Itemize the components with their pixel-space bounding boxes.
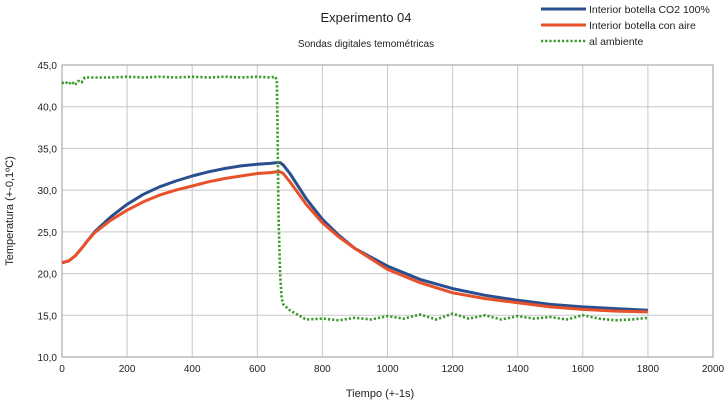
y-tick-label: 45,0 — [38, 61, 58, 72]
y-tick-label: 20,0 — [38, 270, 58, 281]
y-axis-label: Temperatura (+-0,1ºC) — [4, 156, 16, 265]
x-tick-label: 1400 — [507, 364, 530, 375]
x-tick-label: 1200 — [441, 364, 464, 375]
x-axis-ticks: 0 200 400 600 800 1000 1200 1400 1600 1800 2000 — [59, 364, 724, 375]
y-tick-label: 30,0 — [38, 186, 58, 197]
legend: Interior botella CO2 100% Interior botell… — [541, 4, 710, 48]
x-tick-label: 0 — [59, 364, 65, 375]
x-tick-label: 1600 — [572, 364, 595, 375]
x-tick-label: 1800 — [637, 364, 660, 375]
y-axis-ticks: 10,0 15,0 20,0 25,0 30,0 35,0 40,0 45,0 — [38, 61, 58, 364]
chart-subtitle: Sondas digitales temométricas — [298, 39, 434, 50]
legend-label: Interior botella CO2 100% — [589, 4, 710, 16]
x-tick-label: 2000 — [702, 364, 725, 375]
grid — [61, 64, 714, 358]
chart-title: Experimento 04 — [320, 10, 411, 25]
legend-label: Interior botella con aire — [589, 20, 696, 32]
series-line-1 — [61, 170, 648, 314]
x-tick-label: 400 — [184, 364, 201, 375]
y-tick-label: 10,0 — [38, 353, 58, 364]
y-tick-label: 35,0 — [38, 144, 58, 155]
y-tick-label: 15,0 — [38, 311, 58, 322]
y-tick-label: 40,0 — [38, 103, 58, 114]
x-tick-label: 600 — [249, 364, 266, 375]
legend-label: al ambiente — [589, 36, 643, 48]
series-line-2 — [61, 75, 649, 322]
series-lines — [61, 75, 649, 322]
series-line-0 — [61, 161, 648, 312]
x-tick-label: 1000 — [376, 364, 399, 375]
x-axis-label: Tiempo (+-1s) — [346, 388, 414, 400]
y-tick-label: 25,0 — [38, 228, 58, 239]
x-tick-label: 200 — [119, 364, 136, 375]
plot-area-frame — [61, 64, 714, 358]
x-tick-label: 800 — [314, 364, 331, 375]
